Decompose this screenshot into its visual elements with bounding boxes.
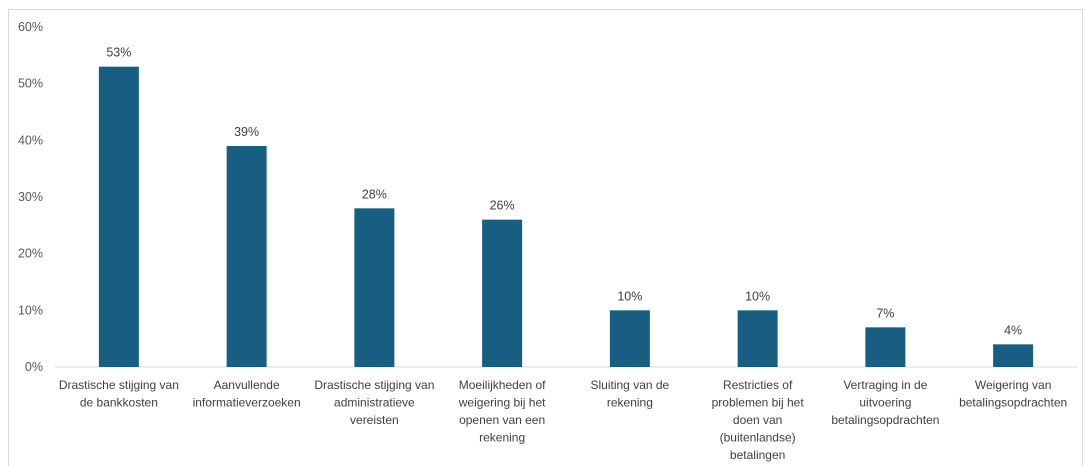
data-label: 39% bbox=[234, 125, 259, 139]
category-label: betalingsopdrachten bbox=[831, 413, 939, 427]
y-tick-label: 30% bbox=[18, 190, 43, 204]
category-label: weigering bij het bbox=[458, 396, 546, 410]
data-label: 28% bbox=[362, 187, 387, 201]
category-label: doen van bbox=[733, 413, 782, 427]
y-tick-label: 0% bbox=[25, 360, 43, 374]
category-labels: Drastische stijging van de bankkosten Aanv… bbox=[59, 378, 1067, 462]
category-label: Drastische stijging van bbox=[59, 378, 179, 392]
bar bbox=[737, 310, 778, 367]
y-tick-label: 20% bbox=[18, 247, 43, 261]
category-label: Aanvullende bbox=[214, 378, 280, 392]
bar bbox=[226, 146, 267, 367]
data-label: 10% bbox=[745, 289, 770, 303]
category-label: Vertraging in de bbox=[843, 378, 927, 392]
category-label: rekening bbox=[479, 431, 525, 445]
bar bbox=[609, 310, 650, 367]
bar bbox=[98, 66, 139, 368]
category-label: Restricties of bbox=[723, 378, 793, 392]
category-label: administratieve bbox=[334, 396, 415, 410]
data-label: 53% bbox=[106, 46, 131, 60]
category-label: uitvoering bbox=[859, 396, 911, 410]
data-label: 7% bbox=[876, 306, 894, 320]
y-tick-label: 40% bbox=[18, 133, 43, 147]
bars bbox=[98, 66, 1034, 368]
data-label: 10% bbox=[617, 289, 642, 303]
y-tick-label: 60% bbox=[18, 20, 43, 34]
category-label: Moeilijkheden of bbox=[459, 378, 546, 392]
y-axis-ticks: 0% 10% 20% 30% 40% 50% 60% bbox=[18, 20, 43, 374]
chart-frame bbox=[8, 9, 1083, 466]
y-tick-label: 10% bbox=[18, 303, 43, 317]
category-label: informatieverzoeken bbox=[193, 396, 301, 410]
category-label: Drastische stijging van bbox=[314, 378, 434, 392]
category-label: rekening bbox=[607, 396, 653, 410]
category-label: problemen bij het bbox=[712, 396, 805, 410]
category-label: betalingen bbox=[730, 448, 785, 462]
category-label: de bankkosten bbox=[80, 396, 158, 410]
bar bbox=[865, 327, 906, 367]
data-labels: 53% 39% 28% 26% 10% 10% 7% 4% bbox=[106, 46, 1022, 338]
category-label: vereisten bbox=[350, 413, 399, 427]
category-label: (buitenlandse) bbox=[720, 431, 796, 445]
data-label: 4% bbox=[1004, 323, 1022, 337]
bar bbox=[482, 219, 523, 367]
bar bbox=[354, 208, 395, 367]
bar bbox=[993, 344, 1034, 367]
y-tick-label: 50% bbox=[18, 77, 43, 91]
category-label: Sluiting van de bbox=[591, 378, 670, 392]
category-label: Weigering van bbox=[975, 378, 1052, 392]
data-label: 26% bbox=[490, 199, 515, 213]
category-label: openen van een bbox=[459, 413, 545, 427]
category-label: betalingsopdrachten bbox=[959, 396, 1067, 410]
